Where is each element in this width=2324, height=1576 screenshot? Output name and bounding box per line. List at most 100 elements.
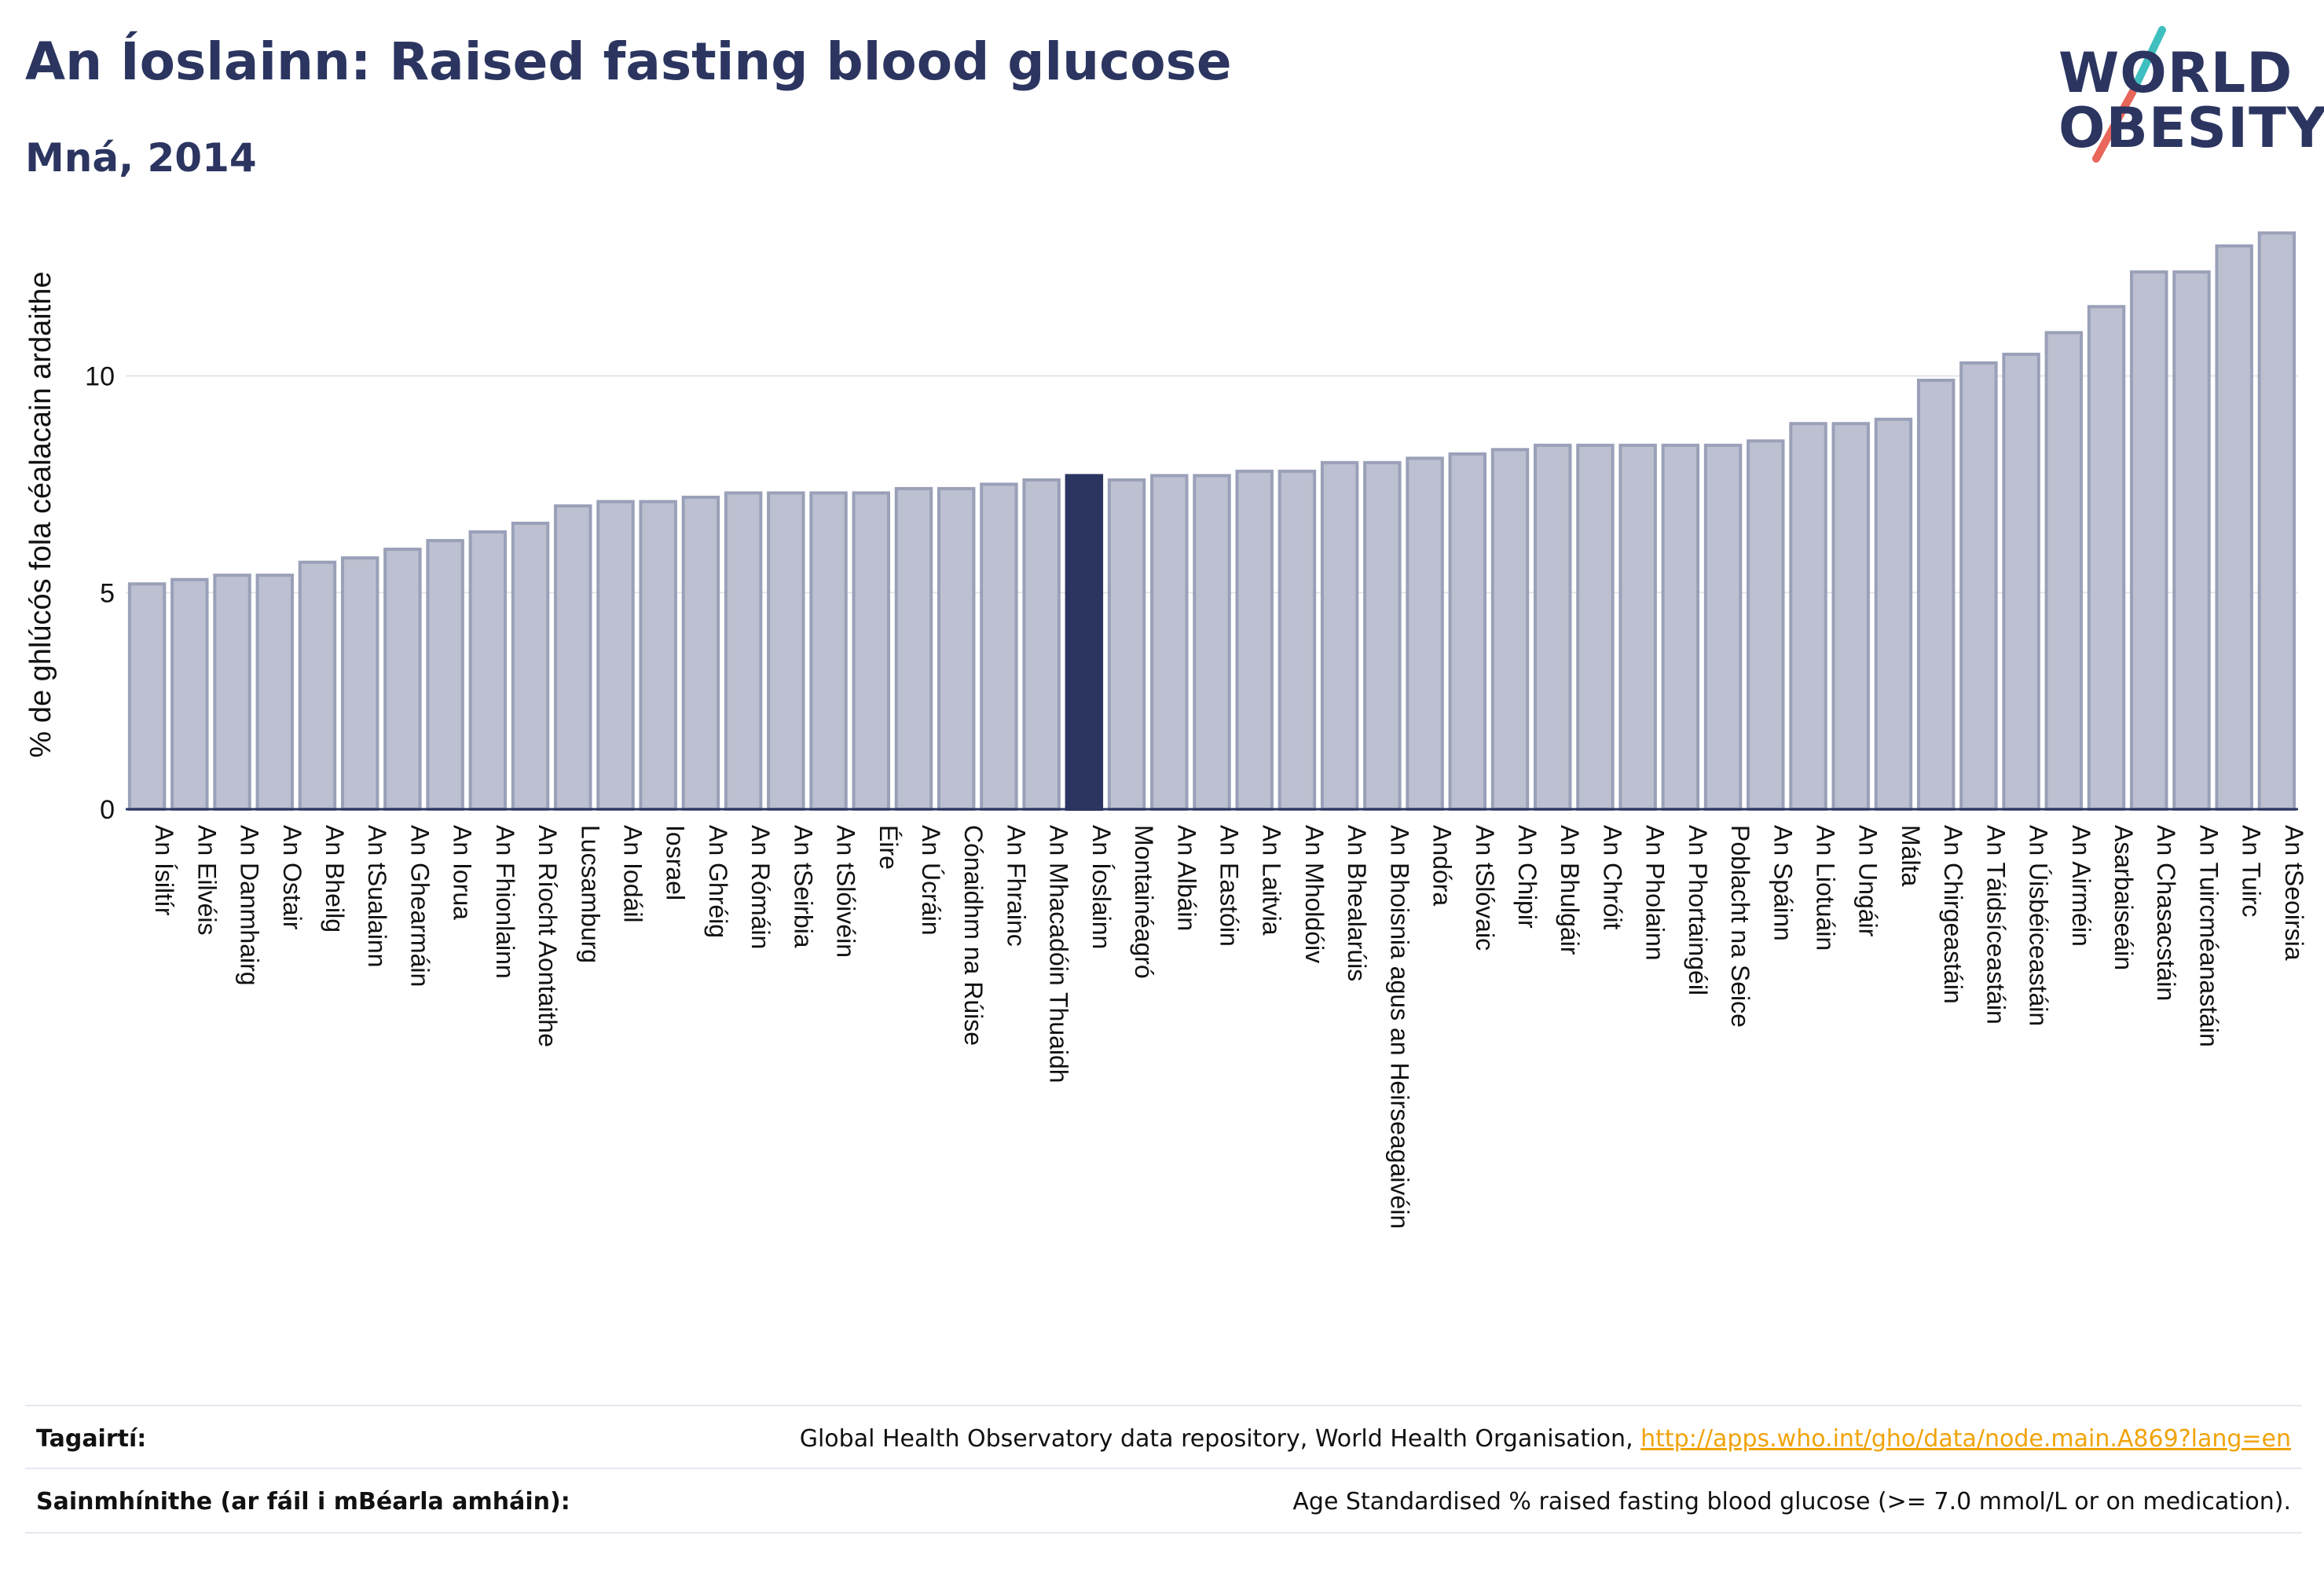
y-tick-label: 10 bbox=[85, 362, 115, 392]
bar bbox=[1406, 456, 1444, 811]
bar bbox=[2257, 231, 2297, 811]
x-tick-label: An Laitvia bbox=[1258, 825, 1286, 936]
x-tick-label: An Ghearmáin bbox=[405, 825, 434, 987]
x-tick-label: An Tuirc bbox=[2238, 825, 2266, 917]
x-tick-label: An Mhacadóin Thuaidh bbox=[1045, 825, 1073, 1083]
x-tick-label: An Bhealarúis bbox=[1343, 825, 1371, 981]
definitions-label: Sainmhínithe (ar fáil i mBéarla amháin): bbox=[36, 1488, 570, 1516]
y-tick-label: 0 bbox=[100, 795, 115, 825]
x-tick-label: An Phortaingéil bbox=[1684, 825, 1712, 995]
x-tick-label: An Íoslainn bbox=[1087, 825, 1116, 949]
bar bbox=[170, 577, 209, 811]
y-axis-label: % de ghlúcós fola céalacain ardaithe bbox=[24, 272, 57, 758]
bar bbox=[1490, 448, 1530, 811]
x-tick-label: An Rómáin bbox=[746, 825, 775, 949]
x-tick-label: An Chróit bbox=[1598, 825, 1626, 930]
bar bbox=[1747, 439, 1785, 811]
bar bbox=[596, 500, 635, 811]
bar bbox=[809, 491, 848, 811]
bar bbox=[2130, 270, 2168, 812]
x-tick-label: An tSlóvaic bbox=[1471, 825, 1499, 951]
bar bbox=[255, 574, 294, 811]
world-obesity-logo[interactable]: WORLD OBESITY bbox=[2043, 24, 2324, 165]
x-tick-label: An Eastóin bbox=[1215, 825, 1244, 947]
x-tick-label: An Danmhairg bbox=[236, 825, 264, 986]
x-tick-label: An Spáinn bbox=[1769, 825, 1797, 941]
sources-row: Tagairtí: Global Health Observatory data… bbox=[25, 1405, 2302, 1469]
x-tick-label: An Ísiltír bbox=[150, 825, 178, 916]
bar bbox=[383, 548, 422, 811]
bar bbox=[2044, 331, 2084, 812]
bar bbox=[1448, 452, 1487, 811]
bar bbox=[1107, 478, 1146, 811]
x-tick-label: An tSualainn bbox=[363, 825, 391, 967]
chart-subtitle: Mná, 2014 bbox=[25, 135, 257, 181]
x-tick-label: An Bheilg bbox=[321, 825, 349, 933]
x-tick-label: An Bhulgáir bbox=[1556, 825, 1584, 955]
bar bbox=[1235, 469, 1274, 811]
x-tick-label: An Airméin bbox=[2067, 825, 2095, 947]
x-tick-label: Asarbaiseáin bbox=[2110, 825, 2138, 970]
x-tick-label: An Ghréig bbox=[704, 825, 732, 938]
bar bbox=[127, 582, 167, 811]
bar bbox=[511, 522, 550, 811]
x-tick-label: An Iodáil bbox=[618, 825, 647, 923]
bar bbox=[213, 574, 251, 811]
chart-title: An Íoslainn: Raised fasting blood glucos… bbox=[25, 31, 1232, 92]
sources-text: Global Health Observatory data repositor… bbox=[799, 1425, 1641, 1453]
bar bbox=[1193, 474, 1231, 811]
x-tick-label: Andóra bbox=[1428, 825, 1457, 906]
x-tick-label: An Ungáir bbox=[1854, 825, 1882, 937]
x-tick-label: Lucsamburg bbox=[576, 825, 604, 963]
x-tick-label: An Chasacstáin bbox=[2152, 825, 2180, 1001]
sources-value: Global Health Observatory data repositor… bbox=[800, 1425, 2291, 1453]
sources-label: Tagairtí: bbox=[36, 1425, 147, 1453]
bar bbox=[681, 495, 720, 811]
definitions-value: Age Standardised % raised fasting blood … bbox=[1292, 1488, 2291, 1516]
x-tick-label: An Tuircméanastáin bbox=[2194, 825, 2223, 1047]
bar bbox=[1150, 474, 1189, 811]
bar bbox=[1874, 417, 1913, 811]
bar bbox=[426, 539, 464, 811]
x-tick-label: An Mholdóiv bbox=[1300, 825, 1329, 963]
x-tick-label: Montainéagró bbox=[1130, 825, 1158, 979]
bar bbox=[980, 482, 1018, 811]
x-tick-label: An Ostair bbox=[278, 825, 306, 930]
x-tick-label: An Eilvéis bbox=[192, 825, 221, 936]
x-tick-label: An Táidsíceastáin bbox=[1981, 825, 2010, 1024]
bar bbox=[852, 491, 891, 811]
sources-link[interactable]: http://apps.who.int/gho/data/node.main.A… bbox=[1640, 1425, 2291, 1453]
bar bbox=[1363, 460, 1402, 811]
bar bbox=[1277, 469, 1317, 811]
bar bbox=[2172, 270, 2211, 812]
bar bbox=[767, 491, 805, 811]
bar bbox=[340, 556, 379, 811]
bar-chart: 0 5 10 % de ghlúcós fola céalacain ardaithe… bbox=[24, 231, 2308, 1229]
bar bbox=[2002, 352, 2040, 812]
bar bbox=[937, 486, 976, 811]
x-tick-label: An Fhrainc bbox=[1002, 825, 1030, 947]
x-tick-label: An Iorua bbox=[449, 825, 477, 920]
x-tick-label: An tSeirbia bbox=[789, 825, 817, 948]
logo-obesity-text: OBESITY bbox=[2058, 96, 2324, 160]
bar bbox=[2087, 305, 2126, 811]
x-tick-label: An Fhionlainn bbox=[491, 825, 519, 979]
bar bbox=[1320, 460, 1359, 811]
bar bbox=[1831, 422, 1870, 811]
bar bbox=[298, 560, 337, 811]
x-tick-label: An Úcráin bbox=[917, 825, 945, 936]
x-tick-label: An Chirgeastáin bbox=[1939, 825, 1967, 1004]
x-tick-label: An Pholainn bbox=[1641, 825, 1670, 961]
bar bbox=[1661, 443, 1700, 811]
x-tick-label: An Bhoisnia agus an Heirseagaivéin bbox=[1385, 825, 1413, 1229]
bar bbox=[1022, 478, 1061, 811]
x-tick-label: An Úisbéiceastáin bbox=[2025, 825, 2053, 1026]
x-tick-label: Éire bbox=[874, 825, 903, 870]
x-tick-label: An Ríocht Aontaithe bbox=[533, 825, 562, 1047]
x-tick-label: An Albáin bbox=[1172, 825, 1200, 931]
x-tick-label: Málta bbox=[1897, 825, 1925, 886]
bar bbox=[1916, 379, 1956, 811]
logo-world-text: WORLD bbox=[2058, 41, 2293, 105]
bar bbox=[1576, 443, 1615, 811]
bar bbox=[1533, 443, 1572, 811]
